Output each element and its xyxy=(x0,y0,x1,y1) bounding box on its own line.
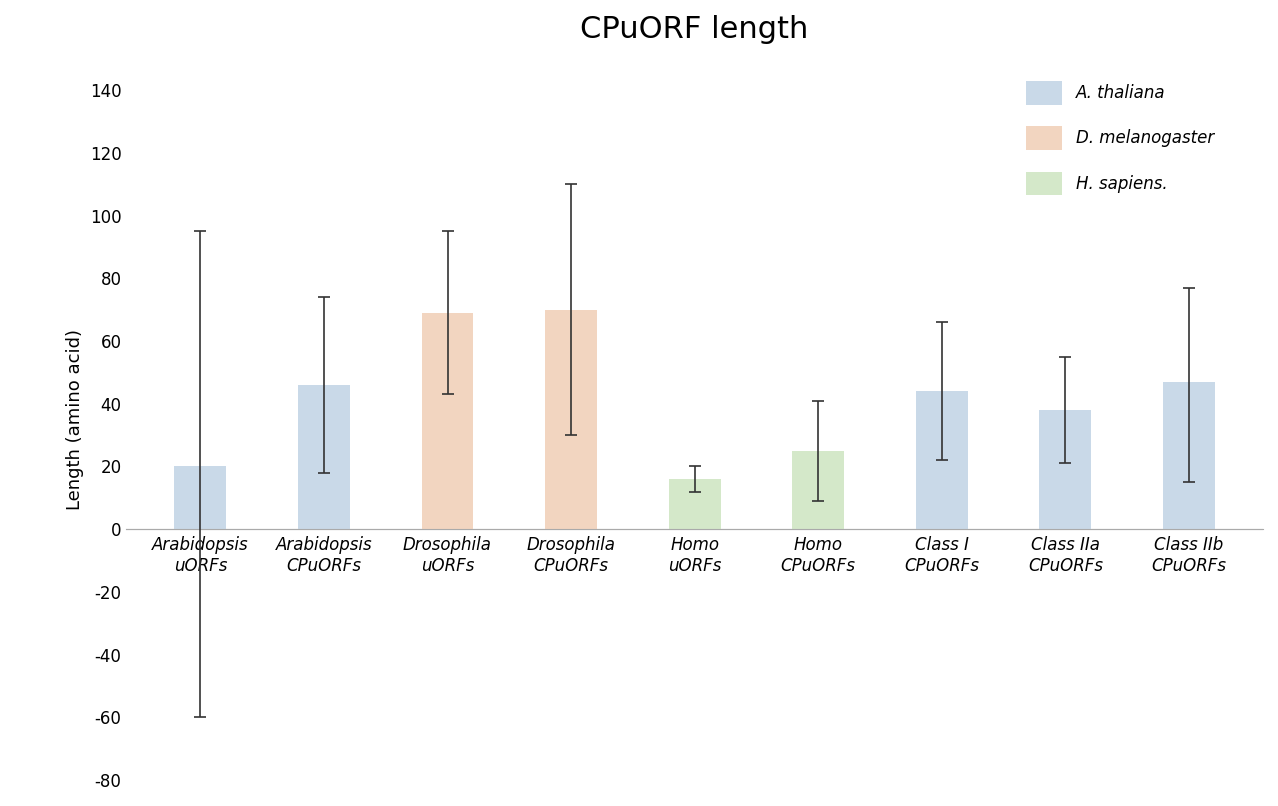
Title: CPuORF length: CPuORF length xyxy=(580,15,809,44)
Bar xyxy=(1039,410,1091,530)
Y-axis label: Length (amino acid): Length (amino acid) xyxy=(66,329,84,510)
Bar xyxy=(792,451,845,530)
Bar xyxy=(175,467,226,530)
Legend: A. thaliana, D. melanogaster, H. sapiens.: A. thaliana, D. melanogaster, H. sapiens… xyxy=(1019,74,1220,202)
Bar xyxy=(298,385,350,530)
Bar xyxy=(916,391,967,530)
Bar xyxy=(546,310,597,530)
Bar xyxy=(422,313,473,530)
Bar xyxy=(668,479,721,530)
Bar xyxy=(1163,382,1215,530)
